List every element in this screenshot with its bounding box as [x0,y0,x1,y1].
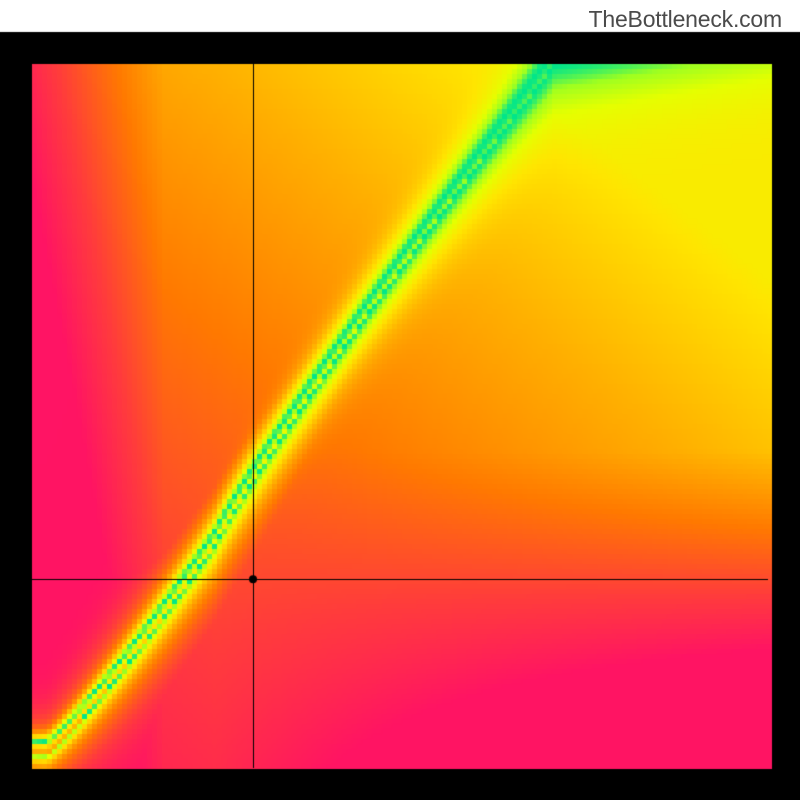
watermark-text: TheBottleneck.com [589,6,782,33]
bottleneck-heatmap [0,0,800,800]
